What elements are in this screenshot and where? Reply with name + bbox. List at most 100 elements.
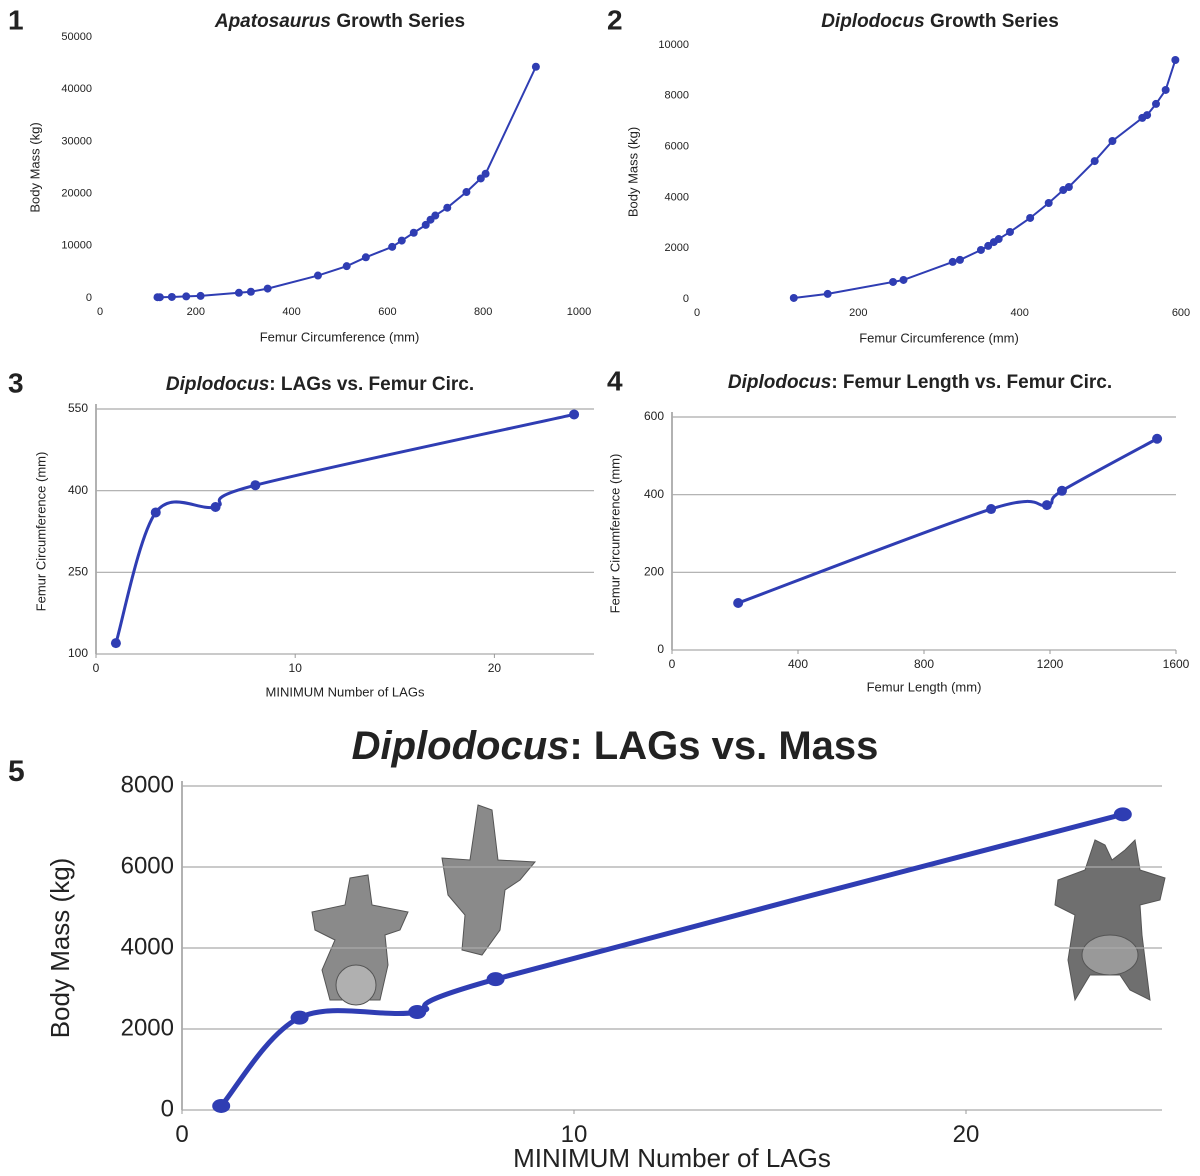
data-point [1152,434,1162,444]
data-point [482,170,490,178]
data-point [462,188,470,196]
y-tick-label: 550 [68,401,88,415]
x-tick-label: 20 [488,661,502,675]
data-point [410,229,418,237]
y-tick-label: 10000 [61,240,92,252]
data-point [1162,86,1170,94]
vertebra-image [336,965,376,1005]
y-tick-label: 400 [68,483,88,497]
panel-number: 3 [8,367,24,398]
data-line [738,439,1157,603]
y-tick-label: 0 [86,292,92,304]
y-tick-label: 10000 [658,39,689,51]
x-tick-label: 20 [953,1121,980,1148]
x-tick-label: 0 [93,661,100,675]
chart-title: Diplodocus Growth Series [821,11,1059,32]
y-tick-label: 30000 [61,135,92,147]
data-point [1042,500,1052,510]
title-part: Apatosaurus [214,11,331,32]
data-point [388,243,396,251]
x-axis-label: MINIMUM Number of LAGs [513,1143,831,1173]
data-point [1065,183,1073,191]
y-axis-label: Body Mass (kg) [45,858,75,1039]
chart-title: Diplodocus: LAGs vs. Mass [352,724,879,768]
data-point [1045,199,1053,207]
y-tick-label: 2000 [121,1014,174,1041]
data-point [156,293,164,301]
x-axis-label: Femur Circumference (mm) [859,330,1019,345]
y-tick-label: 20000 [61,188,92,200]
x-tick-label: 800 [474,306,492,318]
y-tick-label: 2000 [665,242,689,254]
x-tick-label: 800 [914,657,934,671]
data-point [398,237,406,245]
x-tick-label: 1000 [567,306,591,318]
data-point [1108,137,1116,145]
data-point [949,258,957,266]
title-part: Diplodocus [821,11,924,32]
data-point [995,235,1003,243]
y-axis-label: Femur Circumference (mm) [607,454,622,614]
data-point [362,253,370,261]
title-part: : LAGs vs. Mass [569,724,878,768]
x-tick-label: 1600 [1163,657,1190,671]
y-tick-label: 40000 [61,83,92,95]
data-point [1026,214,1034,222]
title-part: Diplodocus [166,374,269,395]
x-tick-label: 0 [669,657,676,671]
data-point [151,507,161,517]
panel-number: 5 [8,755,25,788]
title-part: : Femur Length vs. Femur Circ. [831,372,1112,393]
data-point [977,246,985,254]
data-point [889,278,897,286]
data-point [1114,807,1132,821]
y-tick-label: 250 [68,565,88,579]
y-tick-label: 4000 [121,933,174,960]
y-tick-label: 200 [644,565,664,579]
y-tick-label: 400 [644,487,664,501]
title-part: Growth Series [930,11,1059,32]
x-tick-label: 400 [788,657,808,671]
chart-title: Diplodocus: LAGs vs. Femur Circ. [166,374,474,395]
data-point [569,409,579,419]
data-point [111,638,121,648]
data-point [343,262,351,270]
chart-title: ApatosaurusGrowth Series [214,11,465,32]
data-point [1057,486,1067,496]
data-point [247,288,255,296]
x-tick-label: 1200 [1037,657,1064,671]
x-tick-label: 200 [849,307,867,319]
data-point [264,285,272,293]
data-point [986,504,996,514]
x-tick-label: 400 [1010,307,1028,319]
data-point [900,276,908,284]
vertebra-image [1055,840,1165,1000]
data-point [1152,100,1160,108]
panel-number: 2 [607,4,623,35]
x-axis-label: MINIMUM Number of LAGs [266,684,425,699]
data-point [487,972,505,986]
data-point [443,204,451,212]
y-tick-label: 600 [644,409,664,423]
x-axis-label: Femur Length (mm) [867,679,982,694]
data-point [197,292,205,300]
data-point [532,63,540,71]
title-part: Growth Series [336,11,465,32]
x-tick-label: 0 [175,1121,188,1148]
data-point [431,212,439,220]
data-point [1091,157,1099,165]
y-tick-label: 6000 [121,852,174,879]
x-axis-label: Femur Circumference (mm) [260,329,420,344]
data-point [733,598,743,608]
data-point [314,272,322,280]
x-tick-label: 10 [289,661,303,675]
data-point [956,256,964,264]
y-tick-label: 0 [657,642,664,656]
title-part: : LAGs vs. Femur Circ. [269,374,474,395]
y-tick-label: 0 [683,293,689,305]
data-line [116,414,574,643]
title-part: Diplodocus [352,724,570,768]
y-tick-label: 100 [68,646,88,660]
